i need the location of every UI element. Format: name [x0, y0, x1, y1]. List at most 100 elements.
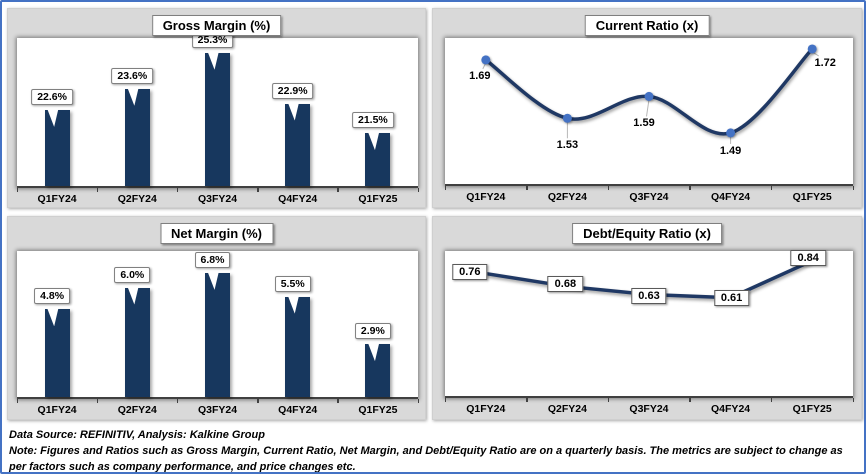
axis-tick — [16, 188, 18, 192]
bar — [285, 296, 311, 397]
bar-value-callout: 4.8% — [34, 288, 71, 305]
bar — [365, 133, 391, 186]
bar-value-callout: 23.6% — [111, 67, 154, 84]
category-label: Q1FY24 — [466, 191, 506, 203]
axis-tick — [96, 188, 99, 192]
chart-title: Current Ratio (x) — [584, 15, 710, 36]
data-point-label: 0.68 — [547, 276, 584, 293]
axis-tick — [417, 188, 419, 192]
chart-title: Net Margin (%) — [160, 223, 273, 244]
data-point-marker — [726, 128, 736, 138]
axis-tick — [444, 186, 446, 190]
x-axis-labels: Q1FY24 Q2FY24 Q3FY24 Q4FY24 Q1FY25 — [17, 404, 418, 419]
category-label: Q2FY24 — [547, 403, 587, 415]
bar — [44, 309, 70, 397]
footer-notes: Data Source: REFINITIV, Analysis: Kalkin… — [9, 427, 861, 473]
x-axis-labels: Q1FY24 Q2FY24 Q3FY24 Q4FY24 Q1FY25 — [445, 191, 853, 206]
axis-tick — [257, 188, 259, 192]
x-axis-labels: Q1FY24 Q2FY24 Q3FY24 Q4FY24 Q1FY25 — [17, 193, 418, 208]
axis-tick — [337, 188, 339, 192]
category-label: Q2FY24 — [547, 191, 587, 203]
axis-tick — [16, 399, 18, 403]
bar — [285, 103, 311, 186]
bar-value-callout: 22.6% — [31, 88, 73, 105]
data-point-marker — [644, 91, 654, 101]
label-leader-line — [646, 99, 650, 117]
axis-tick — [257, 399, 259, 403]
bar-value-callout: 21.5% — [352, 112, 394, 129]
axis-tick — [689, 186, 691, 190]
axis-tick — [444, 398, 446, 402]
net-margin-chart-panel: Net Margin (%) 4.8% 6.0% 6.8% 5.5% 2.9% Q1FY… — [7, 216, 426, 420]
axis-tick — [526, 398, 528, 402]
axis-tick — [607, 398, 610, 402]
bar — [205, 52, 230, 186]
bar — [44, 109, 70, 186]
plot-area: 1.69 1.53 1.59 1.49 1.72 — [444, 38, 854, 190]
axis-tick — [337, 399, 339, 403]
line-series — [484, 258, 814, 300]
category-label: Q4FY24 — [278, 193, 318, 205]
bar — [124, 88, 150, 186]
chart-title: Debt/Equity Ratio (x) — [572, 223, 722, 244]
category-label: Q1FY25 — [792, 191, 832, 203]
category-label: Q1FY25 — [358, 404, 398, 416]
axis-tick — [526, 186, 528, 190]
debt-equity-chart-panel: Debt/Equity Ratio (x) 0.76 0.68 0.63 0.61 0.… — [432, 216, 862, 420]
bar-value-callout: 2.9% — [354, 323, 391, 340]
quarterly-note-line: Note: Figures and Ratios such as Gross M… — [9, 445, 843, 473]
current-ratio-chart-panel: Current Ratio (x) 1.69 1.53 1.59 1.49 1.72 Q… — [432, 8, 862, 208]
bar-value-callout: 22.9% — [271, 82, 314, 99]
axis-tick — [689, 398, 691, 402]
axis-tick — [852, 186, 854, 190]
bar — [205, 272, 230, 397]
data-point-label: 1.72 — [814, 56, 836, 69]
category-label: Q4FY24 — [711, 191, 751, 203]
bar — [124, 287, 150, 397]
data-point-marker — [807, 44, 817, 54]
chart-title: Gross Margin (%) — [151, 15, 282, 36]
category-label: Q1FY25 — [358, 193, 398, 205]
line-series — [481, 44, 819, 144]
category-label: Q1FY24 — [37, 193, 77, 205]
data-point-label: 0.63 — [631, 287, 667, 304]
category-label: Q3FY24 — [629, 403, 669, 415]
data-point-label: 1.49 — [719, 144, 742, 157]
plot-area: 4.8% 6.0% 6.8% 5.5% 2.9% — [16, 251, 419, 403]
data-point-label: 0.76 — [452, 263, 488, 280]
category-label: Q4FY24 — [711, 403, 751, 415]
category-label: Q1FY24 — [466, 403, 506, 415]
category-label: Q2FY24 — [117, 193, 157, 205]
axis-tick — [96, 399, 99, 403]
data-source-line: Data Source: REFINITIV, Analysis: Kalkin… — [9, 429, 265, 441]
data-point-label: 0.61 — [713, 289, 750, 306]
data-point-label: 1.59 — [633, 117, 655, 130]
category-label: Q2FY24 — [117, 404, 157, 416]
axis-tick — [770, 398, 773, 402]
data-point-marker — [562, 113, 572, 123]
axis-tick — [417, 399, 419, 403]
axis-tick — [176, 188, 179, 192]
category-label: Q4FY24 — [278, 404, 318, 416]
category-label: Q3FY24 — [629, 191, 669, 203]
gross-margin-chart-panel: Gross Margin (%) 22.6% 23.6% 25.3% 22.9% 21.… — [7, 8, 426, 208]
x-axis-labels: Q1FY24 Q2FY24 Q3FY24 Q4FY24 Q1FY25 — [445, 403, 853, 418]
plot-area: 0.76 0.68 0.63 0.61 0.84 — [444, 249, 854, 402]
axis-tick — [770, 186, 773, 190]
category-label: Q3FY24 — [197, 193, 238, 205]
category-label: Q1FY24 — [37, 404, 77, 416]
category-label: Q1FY25 — [792, 403, 832, 415]
data-point-label: 1.69 — [469, 69, 491, 82]
data-point-label: 0.84 — [790, 249, 826, 266]
bar-value-callout: 6.0% — [114, 266, 151, 283]
data-point-label: 1.53 — [556, 139, 579, 152]
bar-value-callout: 6.8% — [194, 251, 231, 268]
bar-value-callout: 5.5% — [274, 275, 311, 292]
axis-tick — [607, 186, 610, 190]
axis-tick — [852, 398, 854, 402]
data-point-marker — [481, 55, 491, 65]
axis-tick — [176, 399, 179, 403]
plot-area: 22.6% 23.6% 25.3% 22.9% 21.5% — [16, 31, 419, 192]
category-label: Q3FY24 — [197, 404, 238, 416]
